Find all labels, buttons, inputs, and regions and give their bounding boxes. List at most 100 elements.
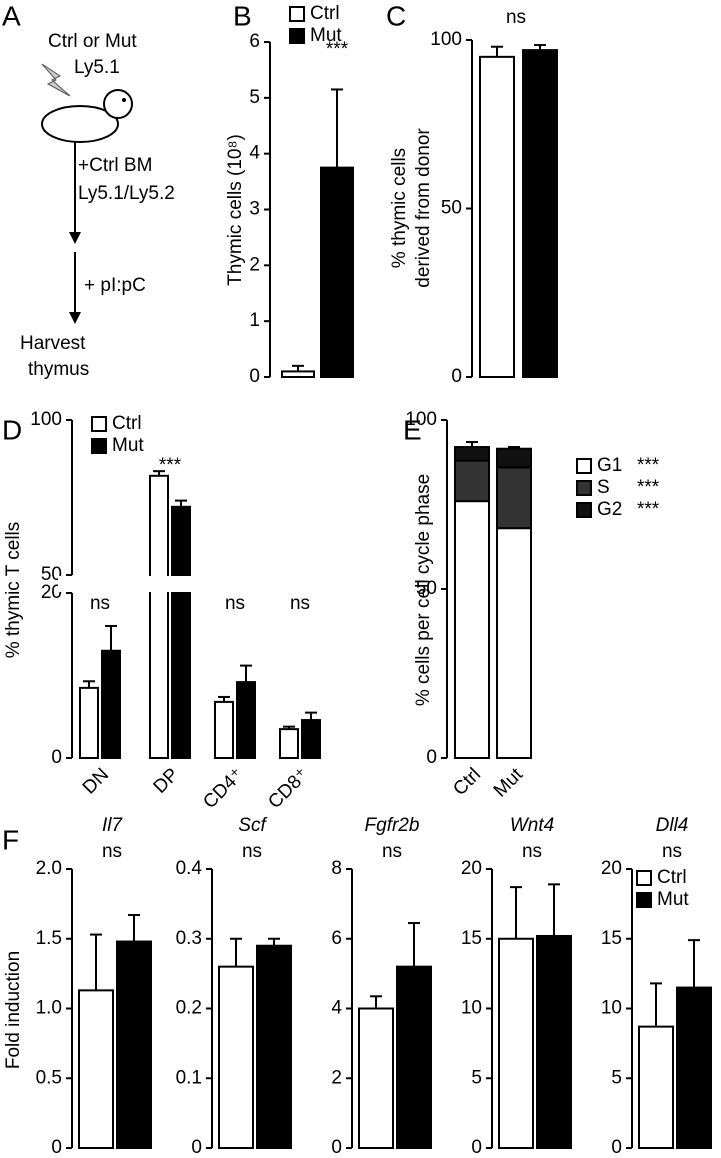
bar	[479, 55, 515, 378]
label: thymus	[28, 359, 89, 380]
legend-label: S	[597, 477, 610, 498]
bar	[78, 989, 114, 1149]
legend-swatch	[289, 28, 305, 44]
y-tick-label: 5	[249, 87, 260, 108]
panel-letter: F	[2, 824, 19, 855]
y-tick-label: 1.5	[36, 928, 62, 949]
y-tick-label: 5	[471, 1067, 482, 1088]
legend-swatch	[576, 502, 592, 518]
y-tick-label: 10	[461, 998, 482, 1019]
y-tick-label: 15	[461, 928, 482, 949]
y-tick-label: 8	[331, 858, 342, 879]
bar	[320, 166, 354, 378]
bar	[522, 49, 558, 379]
y-axis-label: Fold induction	[3, 951, 24, 1069]
y-tick-label: 0	[611, 1137, 622, 1158]
annotation: ns	[662, 841, 682, 862]
y-tick-label: 1.0	[36, 998, 62, 1019]
panel-a: A Ctrl or Mut Ly5.1 +Ctrl BM Ly5.1/Ly5.2…	[2, 0, 175, 380]
bar	[396, 965, 432, 1150]
y-tick-label: 6	[249, 31, 260, 52]
chart-title: Wnt4	[510, 815, 554, 836]
legend-label: Mut	[657, 889, 689, 910]
y-tick-label: 50	[41, 564, 62, 585]
bar-segment	[454, 500, 490, 759]
chart-title: Fgfr2b	[365, 815, 420, 836]
y-tick-label: 50	[441, 198, 462, 219]
panel-letter: B	[233, 0, 252, 31]
panel-letter: A	[2, 0, 21, 31]
legend-swatch	[91, 438, 107, 454]
label: Ly5.1	[74, 57, 120, 78]
y-tick-label: 5	[611, 1067, 622, 1088]
arrow-head	[69, 312, 81, 324]
mouse-body	[41, 105, 119, 143]
x-tick-label: CD4⁺	[199, 764, 248, 813]
bar	[149, 474, 169, 759]
legend-swatch	[636, 870, 652, 886]
y-tick-label: 100	[405, 409, 437, 430]
y-tick-label: 2	[249, 254, 260, 275]
x-tick-label: CD8⁺	[264, 764, 313, 813]
annotation: ns	[225, 593, 245, 614]
y-tick-label: 0.2	[176, 998, 202, 1019]
legend-label: Ctrl	[310, 3, 340, 24]
y-tick-label: 4	[331, 998, 342, 1019]
y-tick-label: 10	[601, 998, 622, 1019]
annotation: ***	[159, 455, 182, 476]
annotation: ns	[522, 841, 542, 862]
y-tick-label: 50	[416, 578, 437, 599]
bar	[536, 934, 572, 1150]
y-axis-label: % cells per cell cycle phase	[413, 474, 434, 706]
y-tick-label: 100	[30, 409, 62, 430]
legend-label: Ctrl	[112, 413, 142, 434]
legend-label: G2	[597, 499, 622, 520]
y-tick-label: 4	[249, 143, 260, 164]
legend-swatch	[289, 6, 305, 22]
bar-segment	[496, 527, 532, 759]
mouse-eye	[122, 98, 126, 102]
legend-annotation: ***	[637, 455, 660, 476]
y-tick-label: 0.3	[176, 928, 202, 949]
bar	[256, 944, 292, 1149]
legend-label: G1	[597, 455, 622, 476]
y-tick-label: 0.4	[176, 858, 203, 879]
y-tick-label: 0.5	[36, 1067, 62, 1088]
bar	[101, 649, 121, 759]
legend-annotation: ***	[637, 477, 660, 498]
y-tick-label: 0	[426, 747, 437, 768]
arrow-head	[69, 232, 81, 244]
label: Ctrl or Mut	[48, 31, 137, 52]
y-tick-label: 2.0	[36, 858, 62, 879]
annotation: ***	[326, 39, 349, 60]
bar	[358, 1007, 394, 1149]
bar	[236, 681, 256, 759]
label: Ly5.1/Ly5.2	[78, 183, 175, 204]
panel-letter: D	[2, 414, 22, 445]
bar	[281, 370, 315, 378]
axis-break	[58, 576, 398, 592]
y-tick-label: 100	[430, 29, 462, 50]
bar	[676, 986, 712, 1150]
y-tick-label: 0	[331, 1137, 342, 1158]
annotation: ns	[242, 841, 262, 862]
y-tick-label: 15	[601, 928, 622, 949]
y-tick-label: 20	[461, 858, 482, 879]
y-tick-label: 0	[471, 1137, 482, 1158]
annotation: ns	[382, 841, 402, 862]
mouse-head	[103, 89, 133, 119]
x-tick-label: DN	[79, 764, 113, 798]
bar-segment	[496, 447, 532, 469]
bar	[279, 728, 299, 759]
legend-label: Mut	[310, 25, 342, 46]
y-axis-label: % thymic cells	[389, 148, 410, 268]
bar	[116, 940, 152, 1149]
annotation: ns	[90, 593, 110, 614]
annotation: ns	[102, 841, 122, 862]
panel-letter: E	[403, 414, 422, 445]
legend-swatch	[576, 458, 592, 474]
label: Harvest	[20, 333, 86, 354]
legend-swatch	[636, 892, 652, 908]
y-tick-label: 0	[51, 1137, 62, 1158]
